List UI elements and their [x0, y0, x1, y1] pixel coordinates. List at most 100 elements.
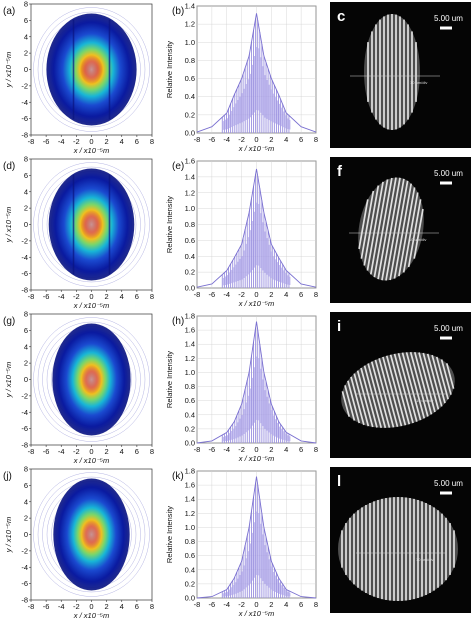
panel-label: (d)	[3, 161, 15, 172]
contour-panel: (g) -8 -6 -4 -2 0 2 4 6 8 8 6 4 2 0 -2 -4 -6 -8 x / x10⁻⁵m y…	[3, 310, 154, 466]
fringe-stripe	[413, 351, 433, 415]
contour-panel: (j) -8 -6 -4 -2 0 2 4 6 8 8 6 4 2 0 -2 -4 -6 -8 x / x10⁻⁵m y…	[3, 465, 154, 619]
panel-label: (j)	[3, 471, 12, 482]
x-tick-label: -8	[194, 600, 201, 609]
fringe-series	[221, 482, 291, 598]
contour-ring	[37, 476, 146, 593]
fringe-stripe	[435, 356, 449, 400]
y-tick-label: -6	[21, 269, 28, 278]
y-tick-label: 0.6	[185, 551, 195, 560]
y-tick-label: 1.6	[185, 157, 195, 166]
y-axis-label: Relative Intensity	[165, 196, 174, 253]
scale-bar-label: 5.00 um	[434, 479, 463, 488]
fringe-stripe	[389, 180, 409, 281]
y-tick-label: 1.4	[185, 495, 195, 504]
y-tick-label: -2	[21, 236, 28, 245]
y-tick-label: 0.6	[185, 236, 195, 245]
y-tick-label: 1.8	[185, 312, 195, 321]
x-axis-label: x / x10⁻⁵m	[238, 609, 274, 618]
x-tick-label: 0	[254, 135, 258, 144]
x-tick-label: -6	[209, 135, 216, 144]
fringe-stripe	[445, 363, 455, 389]
x-tick-label: -2	[238, 290, 245, 299]
y-tick-label: 4	[24, 497, 28, 506]
y-tick-label: 0.8	[185, 537, 195, 546]
y-tick-label: 2	[24, 204, 28, 213]
x-tick-label: -4	[223, 290, 230, 299]
fringe-stripe	[381, 177, 401, 281]
y-tick-label: -4	[21, 563, 28, 572]
photo-panel: c 5.00 um 10 um/div	[330, 2, 471, 148]
fringe-stripe	[356, 370, 374, 428]
x-tick-label: 6	[135, 292, 139, 301]
x-tick-label: -2	[238, 600, 245, 609]
y-tick-label: 1.0	[185, 523, 195, 532]
x-tick-label: -6	[209, 600, 216, 609]
y-tick-label: 2	[24, 49, 28, 58]
y-tick-label: -8	[21, 286, 28, 295]
panel-label: (k)	[172, 471, 184, 482]
y-tick-label: 0.4	[185, 410, 195, 419]
contour-ring	[33, 472, 150, 597]
envelope-line	[196, 476, 317, 599]
fringe-stripe	[373, 177, 393, 278]
x-tick-label: -4	[223, 600, 230, 609]
y-tick-label: 0.8	[185, 382, 195, 391]
fringe-stripe	[409, 351, 429, 417]
y-tick-label: 0.2	[185, 424, 195, 433]
y-tick-label: 0.0	[185, 594, 195, 603]
y-tick-label: 0	[24, 375, 28, 384]
x-tick-label: 8	[150, 137, 154, 146]
x-tick-label: 6	[135, 447, 139, 456]
y-tick-label: -8	[21, 596, 28, 605]
fringe-stripe	[401, 352, 422, 421]
y-axis-label: y / x10⁻⁵m	[4, 362, 13, 398]
x-tick-label: 4	[120, 447, 124, 456]
y-axis-label: y / x10⁻⁵m	[4, 52, 13, 88]
y-tick-label: 6	[24, 171, 28, 180]
x-tick-label: -6	[43, 292, 50, 301]
x-tick-label: 0	[89, 137, 93, 146]
y-tick-label: 0.0	[185, 439, 195, 448]
envelope-line	[196, 321, 317, 444]
fringe-stripe	[360, 190, 375, 259]
x-tick-label: -4	[58, 447, 65, 456]
panel-label: l	[337, 473, 341, 490]
y-tick-label: 0.2	[185, 579, 195, 588]
fringe-stripe	[418, 352, 436, 413]
ruler-label: 10 um/div	[416, 398, 433, 403]
x-tick-label: 8	[314, 600, 318, 609]
fringe-stripe	[353, 373, 370, 427]
panel-label: i	[337, 318, 341, 335]
y-tick-label: 0.2	[185, 268, 195, 277]
y-tick-label: 1.2	[185, 188, 195, 197]
fringe-stripe	[382, 356, 403, 427]
fringe-stripe	[347, 380, 361, 424]
x-tick-label: 4	[284, 445, 288, 454]
y-tick-label: 8	[24, 155, 28, 164]
x-tick-label: 0	[254, 445, 258, 454]
contour-ring	[33, 7, 150, 132]
y-tick-label: 0.4	[185, 252, 195, 261]
x-tick-label: -2	[73, 602, 80, 611]
scale-bar-label: 5.00 um	[434, 169, 463, 178]
y-tick-label: -8	[21, 441, 28, 450]
y-tick-label: 0.2	[185, 110, 195, 119]
x-tick-label: 0	[89, 602, 93, 611]
photo-panel: i 5.00 um 10 um/div	[330, 312, 471, 458]
x-tick-label: 6	[135, 137, 139, 146]
panel-label: (a)	[3, 6, 15, 17]
x-tick-label: -6	[43, 137, 50, 146]
contour-ring	[33, 162, 150, 287]
beam-spot	[338, 497, 458, 601]
y-axis-label: Relative Intensity	[165, 41, 174, 98]
x-tick-label: 2	[269, 445, 273, 454]
x-tick-label: -2	[73, 137, 80, 146]
y-tick-label: 0.4	[185, 92, 195, 101]
fringe-stripe	[363, 365, 383, 429]
y-tick-label: 1.2	[185, 509, 195, 518]
ruler-label: 10 um/div	[410, 80, 427, 85]
x-tick-label: -4	[58, 137, 65, 146]
y-tick-label: 8	[24, 310, 28, 319]
